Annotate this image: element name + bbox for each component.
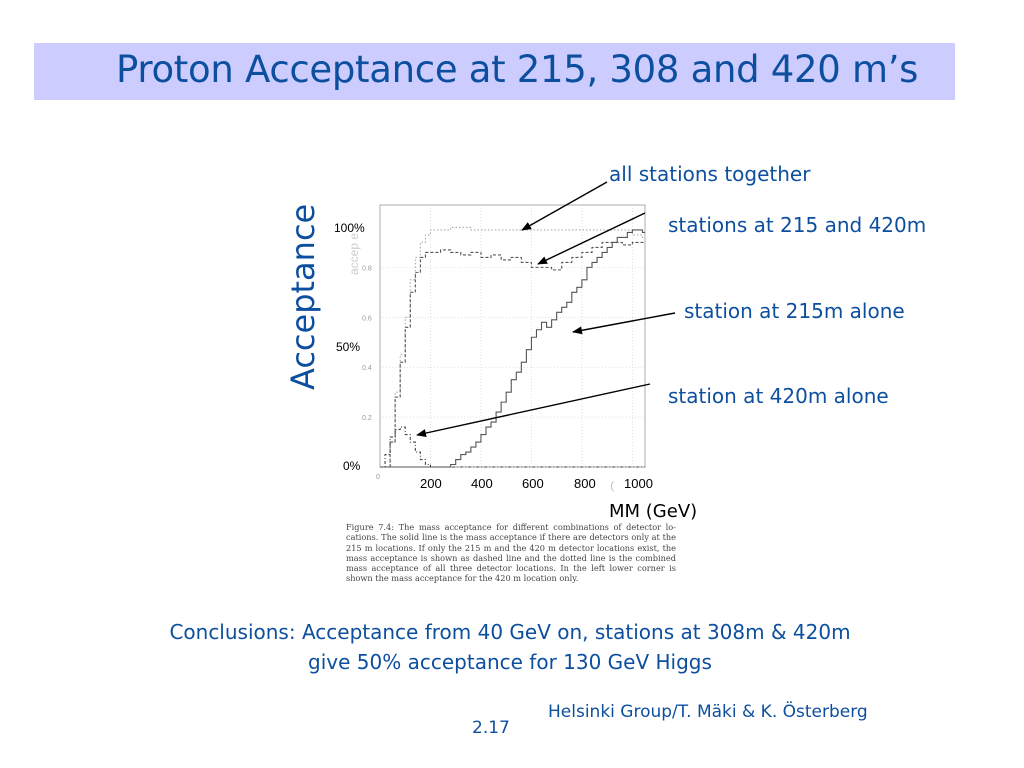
inner-x-tick-0: 0 (376, 474, 380, 481)
annotation-215: station at 215m alone (684, 299, 905, 323)
inner-y-tick-1: 0.4 (362, 365, 372, 372)
arrow-all-stations (521, 181, 608, 231)
inner-x-tick-1: ( (610, 480, 614, 492)
plot-frame (379, 204, 646, 468)
inner-y-tick-2: 0.6 (362, 315, 372, 322)
inner-y-tick-3: 0.8 (362, 265, 372, 272)
pct-label-100: 100% (334, 221, 365, 235)
annotation-all-stations: all stations together (609, 162, 811, 186)
inner-tick-labels: 0.2 0.4 0.6 0.8 0 ( (362, 265, 614, 492)
inner-y-tick-0: 0.2 (362, 415, 372, 422)
arrow-215 (572, 312, 676, 335)
annotation-arrows (416, 181, 676, 437)
series-line-0 (380, 226, 645, 468)
x-tick-400: 400 (471, 476, 493, 491)
page-number: 2.17 (472, 718, 510, 738)
arrow-420 (416, 383, 651, 437)
x-tick-1000: 1000 (624, 476, 653, 491)
arrow-215-420 (537, 212, 646, 265)
x-tick-600: 600 (522, 476, 544, 491)
slide-title: Proton Acceptance at 215, 308 and 420 m’… (116, 48, 919, 91)
series-line-3 (380, 426, 645, 468)
conclusion-line-2: give 50% acceptance for 130 GeV Higgs (308, 650, 712, 674)
x-tick-800: 800 (574, 476, 596, 491)
pct-label-0: 0% (343, 459, 361, 473)
annotation-420: station at 420m alone (668, 384, 889, 408)
series-layer (380, 226, 645, 468)
conclusion-line-1: Conclusions: Acceptance from 40 GeV on, … (169, 620, 851, 644)
x-tick-200: 200 (420, 476, 442, 491)
series-line-1 (380, 241, 645, 468)
plot-grid (380, 205, 645, 467)
x-axis-label: MM (GeV) (609, 501, 698, 522)
footer-credit: Helsinki Group/T. Mäki & K. Österberg (548, 702, 868, 722)
annotation-215-420: stations at 215 and 420m (668, 213, 927, 237)
series-line-2 (380, 229, 645, 468)
inner-y-axis-label: accep e (347, 233, 361, 275)
figure-caption: Figure 7.4: The mass acceptance for diff… (346, 522, 676, 584)
title-band (34, 43, 955, 100)
pct-label-50: 50% (336, 340, 361, 354)
